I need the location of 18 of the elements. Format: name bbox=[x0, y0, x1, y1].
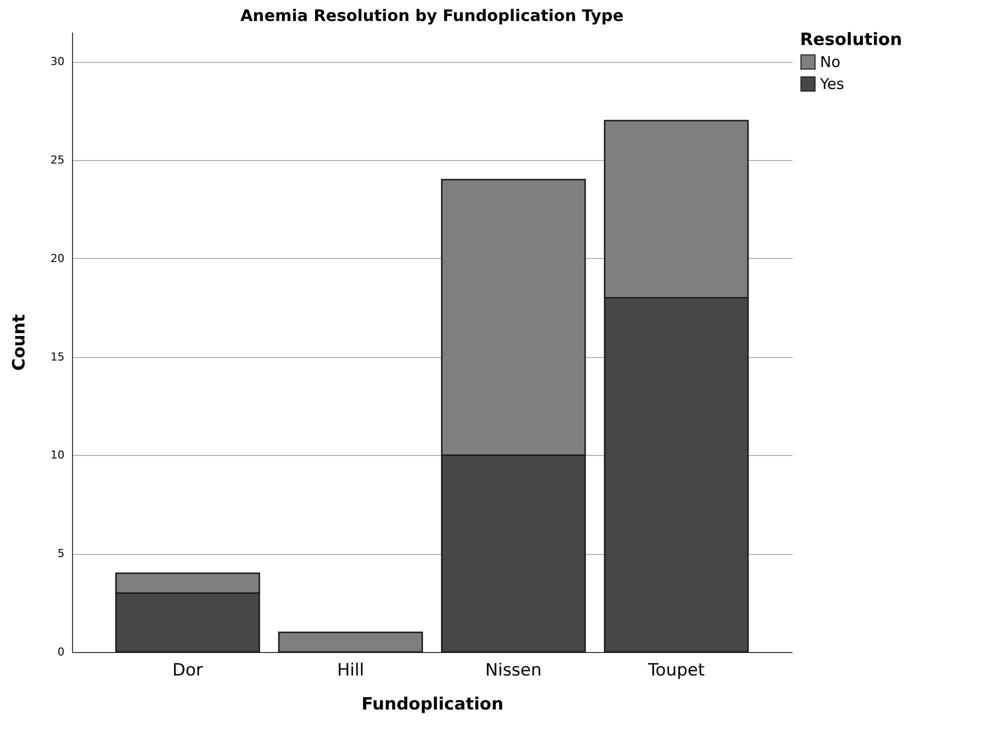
y-tick-label: 5 bbox=[58, 547, 64, 560]
y-tick-label: 30 bbox=[50, 55, 64, 68]
legend-title: Resolution bbox=[800, 30, 902, 50]
y-tick-label: 25 bbox=[50, 153, 64, 166]
x-tick-label: Nissen bbox=[485, 660, 542, 680]
y-tick-label: 15 bbox=[50, 350, 64, 364]
y-tick-label: 0 bbox=[58, 646, 64, 658]
legend-label: No bbox=[820, 53, 840, 71]
legend-label: Yes bbox=[819, 75, 844, 93]
y-tick-label: 20 bbox=[50, 252, 64, 265]
bar bbox=[278, 632, 423, 653]
x-tick-label: Hill bbox=[337, 660, 364, 680]
y-tick-label: 10 bbox=[50, 448, 64, 462]
x-tick-label: Dor bbox=[172, 660, 203, 680]
x-axis-title: Fundoplication bbox=[362, 694, 504, 714]
chart-title: Anemia Resolution by Fundoplication Type bbox=[240, 6, 624, 25]
x-tick-label: Toupet bbox=[647, 660, 705, 680]
y-axis-title: Count bbox=[10, 314, 30, 371]
